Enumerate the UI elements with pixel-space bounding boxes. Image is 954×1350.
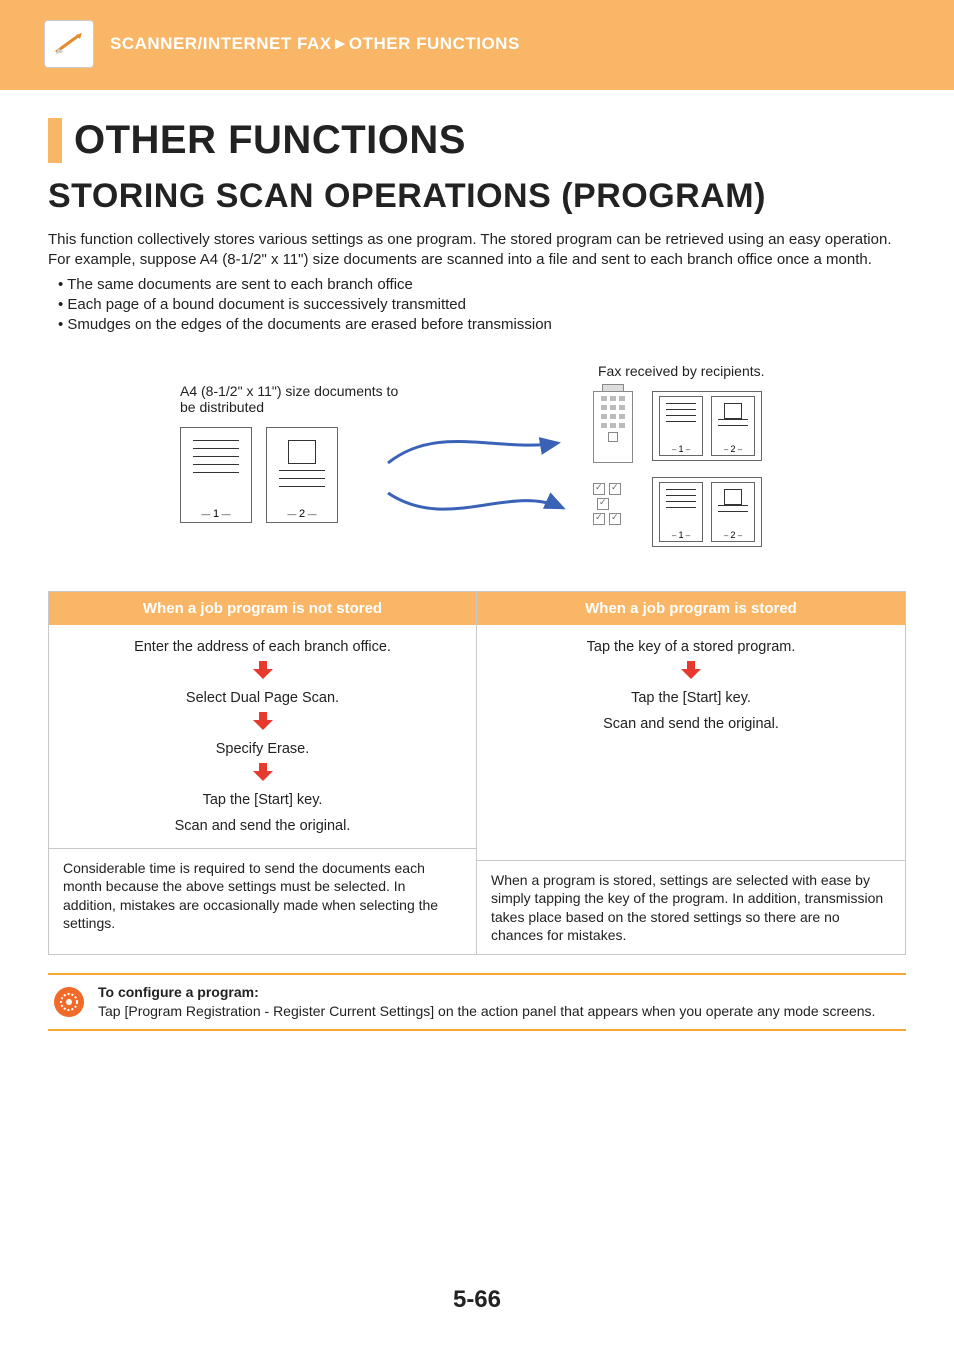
- down-arrow-icon: [253, 712, 273, 730]
- diagram-caption-right: Fax received by recipients.: [598, 363, 765, 379]
- diagram: A4 (8-1/2" x 11") size documents to be d…: [48, 383, 906, 573]
- right-step-3: Scan and send the original.: [487, 716, 895, 732]
- left-step-3: Specify Erase.: [59, 741, 466, 757]
- right-steps: Tap the key of a stored program. Tap the…: [477, 625, 905, 861]
- down-arrow-icon: [253, 763, 273, 781]
- right-desc: When a program is stored, settings are s…: [477, 861, 905, 954]
- diagram-caption-left: A4 (8-1/2" x 11") size documents to be d…: [180, 383, 410, 415]
- arrow-group: [378, 413, 578, 553]
- page-num-1: 1: [181, 508, 251, 520]
- source-page-2: 2: [266, 427, 338, 523]
- left-step-5: Scan and send the original.: [59, 818, 466, 834]
- output-set-bottom: 1 2: [652, 477, 762, 547]
- table-header-left: When a job program is not stored: [49, 592, 476, 625]
- header-scanner-icon: [44, 20, 94, 68]
- h1-row: OTHER FUNCTIONS: [48, 118, 906, 163]
- left-step-2: Select Dual Page Scan.: [59, 690, 466, 706]
- page-number: 5-66: [0, 1286, 954, 1314]
- down-arrow-icon: [253, 661, 273, 679]
- breadcrumb: SCANNER/INTERNET FAX►OTHER FUNCTIONS: [110, 34, 520, 54]
- left-step-4: Tap the [Start] key.: [59, 792, 466, 808]
- intro-bullets: • The same documents are sent to each br…: [58, 275, 906, 336]
- intro-paragraph-2: For example, suppose A4 (8-1/2" x 11") s…: [48, 250, 906, 270]
- comparison-table: When a job program is not stored Enter t…: [48, 591, 906, 955]
- table-header-right: When a job program is stored: [477, 592, 905, 625]
- bullet-1: • The same documents are sent to each br…: [58, 275, 906, 295]
- left-step-1: Enter the address of each branch office.: [59, 639, 466, 655]
- small-pg-2b: 2: [712, 530, 754, 540]
- left-steps: Enter the address of each branch office.…: [49, 625, 476, 849]
- left-desc: Considerable time is required to send th…: [49, 849, 476, 942]
- page-title-h2: STORING SCAN OPERATIONS (PROGRAM): [48, 177, 906, 216]
- bullet-3: • Smudges on the edges of the documents …: [58, 315, 906, 335]
- building-icon: [593, 391, 633, 463]
- note-title: To configure a program:: [98, 984, 259, 1000]
- page-num-2: 2: [267, 508, 337, 520]
- down-arrow-icon: [681, 661, 701, 679]
- note-text: To configure a program: Tap [Program Reg…: [98, 983, 875, 1021]
- breadcrumb-right: OTHER FUNCTIONS: [349, 34, 520, 53]
- page-title-h1: OTHER FUNCTIONS: [74, 118, 906, 163]
- note-body: Tap [Program Registration - Register Cur…: [98, 1003, 875, 1019]
- small-pg-1b: 1: [660, 530, 702, 540]
- note-box: To configure a program: Tap [Program Reg…: [48, 973, 906, 1031]
- small-pg-2a: 2: [712, 444, 754, 454]
- content: OTHER FUNCTIONS STORING SCAN OPERATIONS …: [0, 90, 954, 1031]
- checklist-icon: [593, 483, 633, 528]
- breadcrumb-sep: ►: [332, 34, 349, 53]
- small-pg-1a: 1: [660, 444, 702, 454]
- right-step-2: Tap the [Start] key.: [487, 690, 895, 706]
- header-bar: SCANNER/INTERNET FAX►OTHER FUNCTIONS: [0, 0, 954, 90]
- output-set-top: 1 2: [652, 391, 762, 461]
- gear-icon: [54, 987, 84, 1017]
- table-col-right: When a job program is stored Tap the key…: [477, 592, 905, 954]
- right-step-1: Tap the key of a stored program.: [487, 639, 895, 655]
- bullet-2: • Each page of a bound document is succe…: [58, 295, 906, 315]
- breadcrumb-left: SCANNER/INTERNET FAX: [110, 34, 332, 53]
- table-col-left: When a job program is not stored Enter t…: [49, 592, 477, 954]
- source-page-1: 1: [180, 427, 252, 523]
- intro-paragraph-1: This function collectively stores variou…: [48, 230, 906, 250]
